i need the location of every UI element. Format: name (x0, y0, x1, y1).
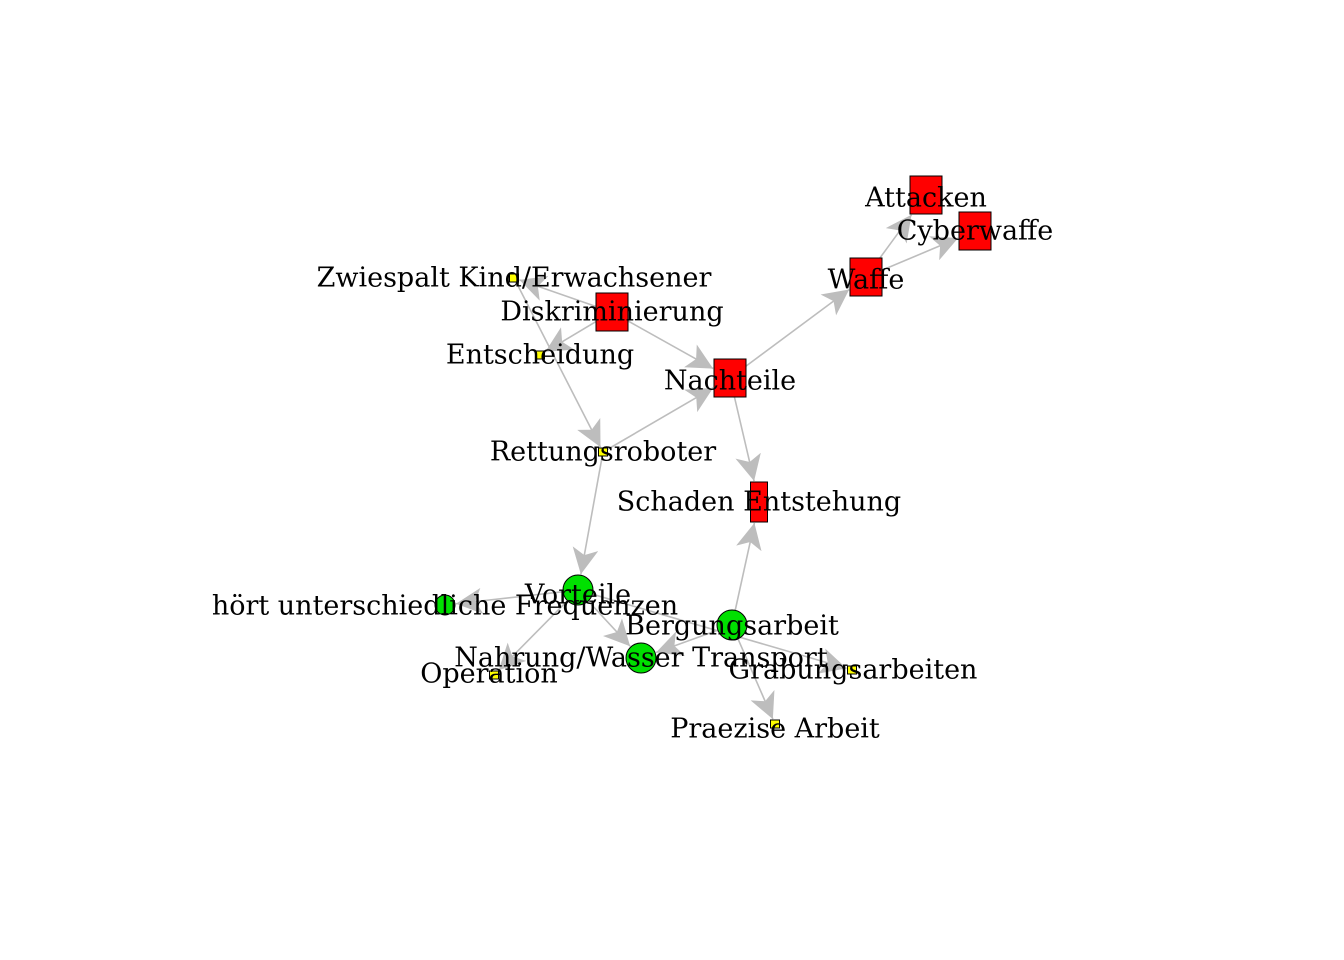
node-label-nahrung: Nahrung/Wasser Transport (454, 643, 828, 674)
node-label-bergungsarbeit: Bergungsarbeit (625, 611, 839, 642)
node-label-schaden: Schaden Entstehung (617, 487, 901, 518)
node-zwiespalt (509, 273, 519, 283)
node-label-operation: Operation (420, 659, 558, 690)
edge-nachteile-to-schaden (733, 396, 761, 482)
node-label-nachteile: Nachteile (664, 366, 796, 397)
node-label-cyberwaffe: Cyberwaffe (897, 216, 1053, 247)
edge-waffe-to-cyberwaffe (881, 236, 959, 271)
edge-nachteile-to-waffe (745, 288, 850, 367)
node-nahrung (625, 642, 657, 674)
node-label-attacken: Attacken (864, 183, 987, 214)
edge-vorteile-to-operation (498, 600, 569, 671)
edge-bergungsarbeit-to-nahrung (655, 629, 719, 656)
edge-vorteile-to-frequenzen (455, 587, 564, 614)
edge-rettungsroboter-to-nachteile (607, 387, 714, 451)
edge-diskriminierung-to-nachteile (627, 320, 714, 370)
edge-waffe-to-attacken (879, 214, 913, 259)
node-attacken (909, 175, 943, 215)
edge-bergungsarbeit-to-schaden (734, 522, 762, 611)
node-bergungsarbeit (716, 609, 748, 641)
node-rettungsroboter (598, 447, 608, 457)
node-schaden (750, 481, 768, 523)
node-label-rettungsroboter: Rettungsroboter (490, 437, 716, 468)
node-entscheidung (535, 350, 545, 360)
node-frequenzen (434, 594, 456, 616)
node-label-praezise: Praezise Arbeit (670, 714, 880, 745)
node-label-zwiespalt: Zwiespalt Kind/Erwachsener (317, 263, 712, 294)
node-label-vorteile: Vorteile (524, 580, 631, 611)
node-praezise (770, 719, 780, 729)
node-vorteile (562, 574, 594, 606)
node-label-frequenzen: hört unterschiedliche Frequenzen (212, 591, 678, 622)
node-label-entscheidung: Entscheidung (446, 340, 634, 371)
node-cyberwaffe (958, 211, 992, 251)
edge-bergungsarbeit-to-praezise (737, 638, 775, 720)
node-grabungsarbeiten (847, 665, 857, 675)
node-diskriminierung (595, 292, 629, 332)
edge-diskriminierung-to-zwiespalt (519, 276, 597, 308)
edge-zwiespalt-to-rettungsroboter (515, 281, 602, 448)
node-label-grabungsarbeiten: Grabungsarbeiten (729, 655, 978, 686)
node-waffe (849, 257, 883, 297)
node-label-diskriminierung: Diskriminierung (500, 297, 723, 328)
edge-vorteile-to-nahrung (587, 600, 631, 647)
node-label-waffe: Waffe (828, 265, 905, 296)
node-operation (489, 670, 499, 680)
edge-diskriminierung-to-entscheidung (544, 320, 597, 353)
edge-rettungsroboter-to-vorteile (572, 455, 604, 575)
nodes-layer (434, 175, 992, 729)
node-nachteile (713, 358, 747, 398)
